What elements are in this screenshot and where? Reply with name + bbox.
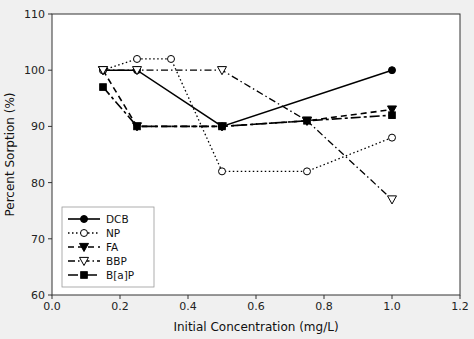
x-tick-label: 0.4 xyxy=(179,300,197,313)
x-tick xyxy=(324,295,325,299)
series-line xyxy=(103,70,392,199)
data-point xyxy=(304,117,311,124)
legend-marker xyxy=(81,272,88,279)
y-axis-label: Percent Sorption (%) xyxy=(3,92,17,216)
y-tick-label: 110 xyxy=(24,8,45,21)
y-tick-label: 100 xyxy=(24,64,45,77)
series-line xyxy=(103,87,392,126)
x-tick xyxy=(256,295,257,299)
y-tick xyxy=(48,70,52,71)
y-tick xyxy=(48,182,52,183)
data-point xyxy=(134,123,141,130)
data-point xyxy=(100,67,107,74)
series-line xyxy=(103,70,392,126)
data-point xyxy=(218,67,227,75)
x-tick xyxy=(392,295,393,299)
chart: 0.0 0.2 0.4 0.6 0.8 1.0 1.2 60 70 80 90 100 110 Initi… xyxy=(0,0,474,339)
data-point xyxy=(304,168,311,175)
data-point xyxy=(168,55,175,62)
x-tick-label: 1.0 xyxy=(383,300,401,313)
x-tick-label: 1.2 xyxy=(451,300,469,313)
data-point xyxy=(389,112,396,119)
legend-label: FA xyxy=(106,241,119,253)
y-tick xyxy=(48,238,52,239)
series-group xyxy=(99,55,397,204)
data-point xyxy=(134,55,141,62)
legend-marker xyxy=(81,216,88,223)
legend-label: B[a]P xyxy=(106,269,134,281)
series xyxy=(99,67,397,204)
series-line xyxy=(103,59,392,171)
series xyxy=(100,67,396,130)
data-point xyxy=(134,67,141,74)
series xyxy=(100,84,396,130)
y-tick-label: 90 xyxy=(31,120,45,133)
y-tick xyxy=(48,14,52,15)
data-point xyxy=(218,123,227,131)
y-tick xyxy=(48,295,52,296)
y-tick-label: 80 xyxy=(31,177,45,190)
x-tick xyxy=(460,295,461,299)
axes: 0.0 0.2 0.4 0.6 0.8 1.0 1.2 60 70 80 90 100 110 xyxy=(24,8,469,313)
legend-label: BBP xyxy=(106,255,127,267)
data-point xyxy=(388,196,397,204)
x-tick-label: 0.2 xyxy=(111,300,129,313)
legend-label: NP xyxy=(106,227,120,239)
data-point xyxy=(99,67,108,75)
y-tick xyxy=(48,126,52,127)
x-axis-label: Initial Concentration (mg/L) xyxy=(173,320,338,334)
plot-background xyxy=(52,14,460,295)
legend: DCB NP FA BBP B[a]P xyxy=(62,207,154,287)
legend-marker xyxy=(81,230,88,237)
data-point xyxy=(389,67,396,74)
x-tick xyxy=(52,295,53,299)
series-line xyxy=(103,70,392,126)
data-point xyxy=(133,67,142,75)
data-point xyxy=(100,84,107,91)
y-tick-label: 60 xyxy=(31,289,45,302)
data-point xyxy=(303,117,312,125)
x-tick-label: 0.8 xyxy=(315,300,333,313)
x-tick xyxy=(188,295,189,299)
x-tick-label: 0.6 xyxy=(247,300,265,313)
series xyxy=(99,67,397,131)
data-point xyxy=(303,117,312,125)
legend-label: DCB xyxy=(106,213,129,225)
series xyxy=(100,55,396,174)
legend-box xyxy=(62,207,154,287)
data-point xyxy=(219,123,226,130)
data-point xyxy=(133,123,142,131)
plot-frame xyxy=(52,14,460,295)
data-point xyxy=(389,134,396,141)
data-point xyxy=(219,168,226,175)
legend-marker xyxy=(80,257,89,265)
data-point xyxy=(219,123,226,130)
x-tick-label: 0.0 xyxy=(43,300,61,313)
x-tick xyxy=(120,295,121,299)
data-point xyxy=(100,67,107,74)
legend-marker xyxy=(80,243,89,251)
y-tick-label: 70 xyxy=(31,233,45,246)
